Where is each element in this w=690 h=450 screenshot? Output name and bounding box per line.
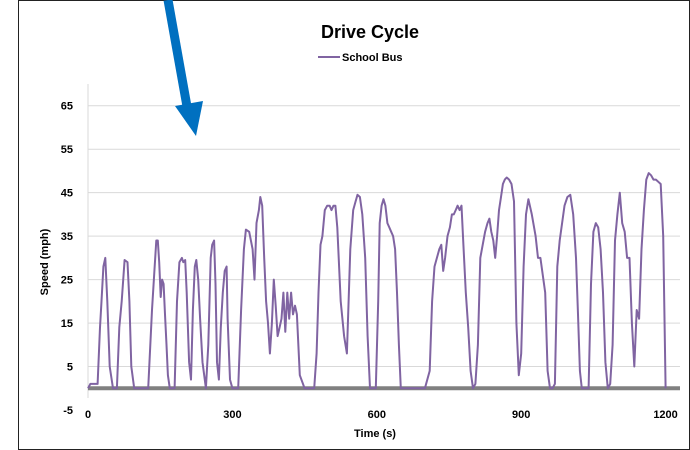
y-tick-label: 45 [61,188,73,200]
y-tick-label: -5 [63,405,73,417]
x-tick-label: 1200 [653,409,677,421]
series-line-0 [87,172,667,390]
y-tick-labels: -5 5 15 25 35 45 55 65 [61,101,73,417]
x-tick-labels: 0 300 600 900 1200 [85,409,678,421]
y-tick-label: 65 [61,101,73,113]
y-tick-label: 55 [61,144,73,156]
x-tick-label: 0 [85,409,91,421]
legend-label: School Bus [342,52,403,64]
y-axis-label: Speed (mph) [39,228,51,295]
y-tick-label: 35 [61,231,73,243]
annotation-arrow [163,0,203,136]
chart-area-border [18,0,690,450]
x-tick-label: 300 [223,409,241,421]
y-tick-label: 5 [67,362,73,374]
y-tick-label: 15 [61,318,73,330]
x-axis-label: Time (s) [354,428,396,440]
x-tick-label: 600 [368,409,386,421]
y-tick-label: 25 [61,275,73,287]
chart-title: Drive Cycle [321,22,419,42]
x-tick-label: 900 [512,409,530,421]
series-layer [87,172,667,390]
legend: School Bus [318,52,403,64]
